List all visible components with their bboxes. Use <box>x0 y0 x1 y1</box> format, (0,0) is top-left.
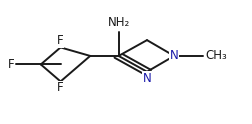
Text: NH₂: NH₂ <box>107 16 130 29</box>
Text: N: N <box>143 72 151 85</box>
Text: F: F <box>57 34 64 47</box>
Text: N: N <box>170 49 178 62</box>
Text: F: F <box>57 81 64 94</box>
Text: CH₃: CH₃ <box>205 49 227 62</box>
Text: F: F <box>8 58 15 71</box>
